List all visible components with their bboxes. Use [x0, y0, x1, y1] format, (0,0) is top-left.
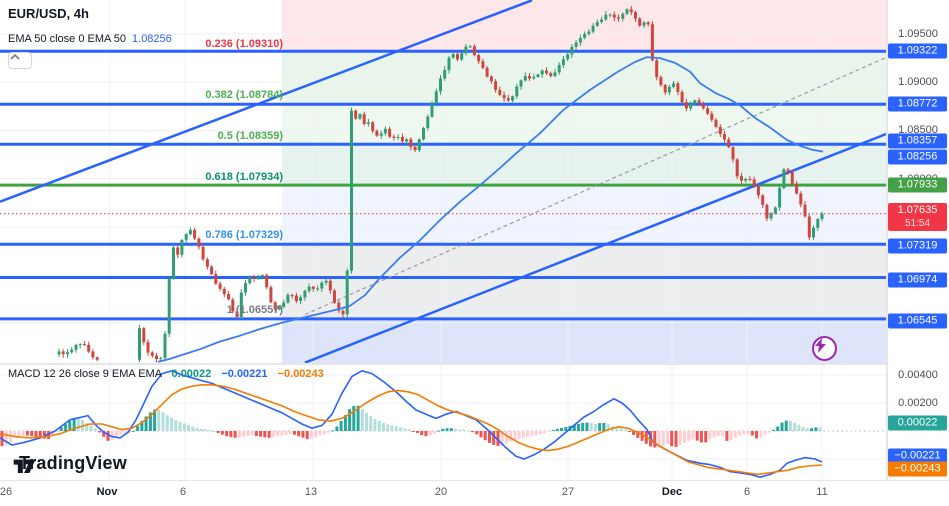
macd-legend-label: MACD 12 26 close 9 EMA EMA	[8, 368, 162, 380]
time-axis-label: Nov	[96, 486, 118, 498]
collapse-pane-button[interactable]	[8, 52, 32, 69]
fib-label-0.618: 0.618 (1.07934)	[205, 171, 283, 183]
tradingview-logo[interactable]: TradingView	[12, 453, 127, 474]
time-axis-label: 20	[434, 486, 448, 498]
trend-lines	[0, 0, 886, 363]
fib-label-1: 1 (1.06557)	[226, 304, 283, 316]
price-axis-badge: 1.07933	[888, 177, 947, 193]
fib-zones	[282, 0, 886, 363]
macd-pane	[0, 369, 886, 479]
tradingview-logo-text: TradingView	[19, 453, 127, 473]
time-axis-label: 11	[816, 486, 828, 498]
price-axis-badge: 1.07319	[888, 238, 947, 254]
ema-legend: EMA 50 close 0 EMA 50 1.08256	[8, 33, 172, 45]
time-axis-label: 6	[743, 486, 751, 498]
macd-axis-badge: −0.00243	[888, 461, 947, 477]
time-axis-label: 27	[561, 486, 575, 498]
quick-trade-button[interactable]	[812, 336, 837, 361]
fib-label-0.5: 0.5 (1.08359)	[217, 130, 283, 142]
time-axis[interactable]: 26 Nov 6 13 20 27 Dec 6 11	[0, 481, 949, 506]
ema-legend-value: 1.08256	[132, 33, 172, 45]
macd-axis-badge: −0.00221	[888, 448, 947, 464]
price-axis[interactable]: 1.095001.090001.085001.080000.004000.002…	[887, 0, 949, 481]
price-axis-badge: 1.08357	[888, 133, 947, 149]
candles	[57, 6, 824, 363]
time-axis-label: 13	[304, 486, 318, 498]
fib-label-0.236: 0.236 (1.09310)	[205, 38, 283, 50]
price-axis-badge: 1.08772	[888, 96, 947, 112]
time-axis-label: 26	[0, 486, 13, 498]
gridlines	[0, 0, 886, 481]
macd-axis-badge: 0.00022	[888, 415, 947, 431]
price-axis-badge: 1.07635 51:54	[888, 203, 947, 231]
price-axis-badge: 1.06545	[888, 313, 947, 329]
time-axis-label: 6	[179, 486, 187, 498]
macd-axis-label: 0.00400	[898, 369, 938, 381]
price-axis-label: 1.09500	[898, 28, 938, 40]
macd-axis-label: 0.00200	[898, 397, 938, 409]
price-axis-badge: 1.08256	[888, 149, 947, 165]
ema-50-line	[157, 56, 824, 363]
macd-line-value: −0.00221	[221, 368, 268, 380]
price-axis-badge: 1.09322	[888, 43, 947, 59]
macd-line	[0, 369, 823, 479]
fib-label-0.382: 0.382 (1.08784)	[205, 89, 283, 101]
horizontal-price-lines	[0, 49, 886, 321]
fib-label-0.786: 0.786 (1.07329)	[205, 229, 283, 241]
time-axis-label: Dec	[661, 486, 683, 498]
macd-signal-value: −0.00243	[277, 368, 324, 380]
symbol-title: EUR/USD, 4h	[8, 6, 89, 21]
macd-legend: MACD 12 26 close 9 EMA EMA 0.00022 −0.00…	[8, 368, 324, 380]
price-axis-label: 1.08500	[898, 124, 938, 136]
macd-signal-line	[0, 383, 823, 476]
price-axis-badge: 1.06974	[888, 272, 947, 288]
price-axis-label: 1.09000	[898, 76, 938, 88]
ema-legend-label: EMA 50 close 0 EMA 50	[8, 33, 127, 45]
countdown-timer: 51:54	[904, 218, 931, 229]
macd-hist-value: 0.00022	[171, 368, 212, 380]
